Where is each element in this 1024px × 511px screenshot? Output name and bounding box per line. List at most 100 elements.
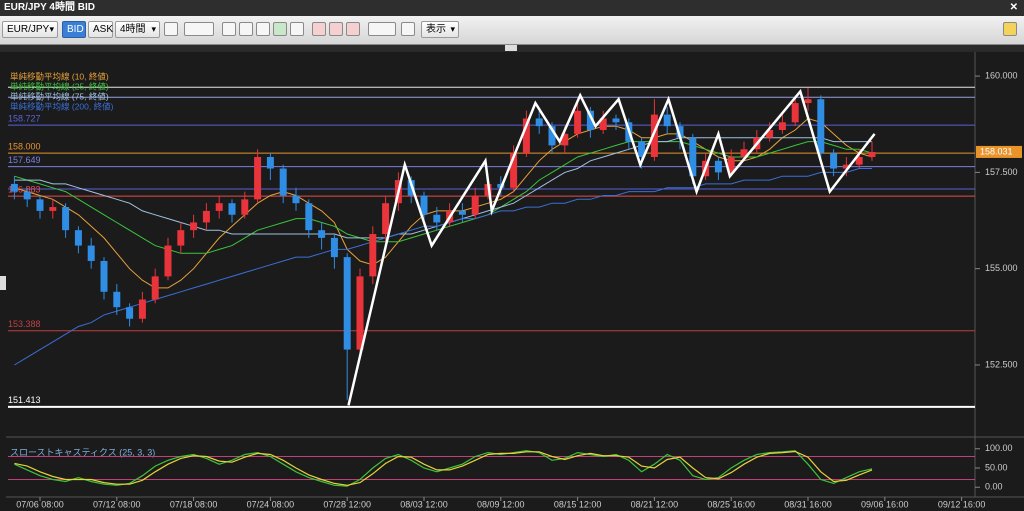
candle-body [510, 153, 518, 188]
candle-body [574, 110, 582, 134]
candle-body [87, 245, 95, 261]
stochastic-line [14, 450, 873, 486]
x-tick-label: 07/24 08:00 [247, 499, 295, 509]
candle-body [241, 199, 249, 215]
side-handle[interactable] [0, 276, 6, 290]
order-edit-icon[interactable] [329, 22, 343, 36]
y-tick-label: 155.000 [985, 263, 1018, 273]
x-tick-label: 09/06 16:00 [861, 499, 909, 509]
chart-background [0, 44, 1024, 511]
legend-entry: 単純移動平均線 (200, 終値) [10, 101, 114, 111]
candle-body [318, 230, 326, 238]
candle-body [766, 130, 774, 138]
x-tick-label: 08/31 16:00 [784, 499, 832, 509]
candle-body [676, 126, 684, 138]
candle-body [535, 118, 543, 127]
candle-body [727, 156, 735, 173]
candle-body [151, 276, 159, 300]
candle-body [138, 299, 146, 319]
current-price-tag [976, 145, 1022, 158]
candle-body [164, 245, 172, 277]
candle-body [356, 276, 364, 350]
candle-body [23, 191, 31, 200]
legend-entry: 単純移動平均線 (75, 終値) [10, 91, 109, 101]
draw-tool-icon[interactable] [368, 22, 396, 36]
candle-body [804, 99, 812, 104]
chart-type-icon[interactable] [184, 22, 214, 36]
stochastic-title: スローストキャスティクス (25, 3, 3) [10, 447, 155, 457]
candle-body [202, 210, 210, 223]
candle-body [830, 153, 838, 169]
candle-body [254, 156, 262, 200]
x-tick-label: 08/25 16:00 [707, 499, 755, 509]
x-tick-label: 07/28 12:00 [323, 499, 371, 509]
fit-icon[interactable] [256, 22, 270, 36]
y-tick-label: 50.00 [985, 462, 1008, 472]
order-icon[interactable] [312, 22, 326, 36]
candle-body [49, 207, 57, 211]
price-level-label: 153.388 [8, 319, 41, 329]
candle-body [522, 118, 530, 154]
candle-body [266, 156, 274, 169]
link-icon[interactable] [164, 22, 178, 36]
candle-body [471, 195, 479, 215]
timeframe-select[interactable]: 4時間 [115, 21, 160, 38]
candle-body [177, 230, 185, 246]
candle-body [663, 114, 671, 127]
candle-body [778, 122, 786, 131]
x-tick-label: 07/18 08:00 [170, 499, 218, 509]
price-level-label: 151.413 [8, 395, 41, 405]
zoom-in-icon[interactable] [222, 22, 236, 36]
legend-entry: 単純移動平均線 (25, 終値) [10, 81, 109, 91]
candle-body [126, 307, 134, 319]
candle-body [228, 203, 236, 215]
collapse-handle[interactable] [505, 45, 517, 51]
candle-body [458, 210, 466, 215]
candle-body [586, 110, 594, 131]
candle-body [650, 114, 658, 157]
split-icon[interactable] [290, 22, 304, 36]
candle-body [638, 141, 646, 157]
candle-body [842, 164, 850, 169]
candle-body [561, 133, 569, 146]
zigzag-annotation [347, 88, 876, 406]
candle-body [279, 168, 287, 196]
layout-icon[interactable] [1003, 22, 1017, 36]
candle-body [868, 151, 876, 157]
ask-button[interactable]: ASK [88, 21, 113, 38]
order-cancel-icon[interactable] [346, 22, 360, 36]
x-tick-label: 07/12 08:00 [93, 499, 141, 509]
candle-body [10, 183, 18, 192]
candle-body [612, 118, 620, 123]
x-tick-label: 09/12 16:00 [938, 499, 986, 509]
candle-body [817, 99, 825, 154]
y-tick-label: 152.500 [985, 359, 1018, 369]
title-bar: EUR/JPY 4時間 BID ✕ [0, 0, 1024, 16]
current-price-label: 158.031 [980, 146, 1013, 156]
candle-body [714, 160, 722, 173]
x-tick-label: 07/06 08:00 [16, 499, 64, 509]
scroll-icon[interactable] [273, 22, 287, 36]
candle-body [36, 199, 44, 211]
candle-body [190, 222, 198, 231]
candle-body [382, 203, 390, 235]
symbol-select[interactable]: EUR/JPY [2, 21, 58, 38]
candle-body [420, 195, 428, 215]
candle-body [791, 103, 799, 123]
candle-body [855, 156, 863, 165]
candle-body [433, 214, 441, 223]
y-tick-label: 100.00 [985, 443, 1013, 453]
candle-body [74, 230, 82, 246]
zoom-out-icon[interactable] [239, 22, 253, 36]
price-level-label: 158.727 [8, 113, 41, 123]
close-button[interactable]: ✕ [1009, 2, 1018, 13]
y-tick-label: 160.000 [985, 70, 1018, 80]
display-menu[interactable]: 表示 [421, 21, 459, 38]
x-tick-label: 08/21 12:00 [631, 499, 679, 509]
copy-icon[interactable] [401, 22, 415, 36]
legend-entry: 単純移動平均線 (10, 終値) [10, 71, 109, 81]
candle-body [62, 207, 70, 231]
candle-body [113, 291, 121, 308]
bid-button[interactable]: BID [62, 21, 86, 38]
